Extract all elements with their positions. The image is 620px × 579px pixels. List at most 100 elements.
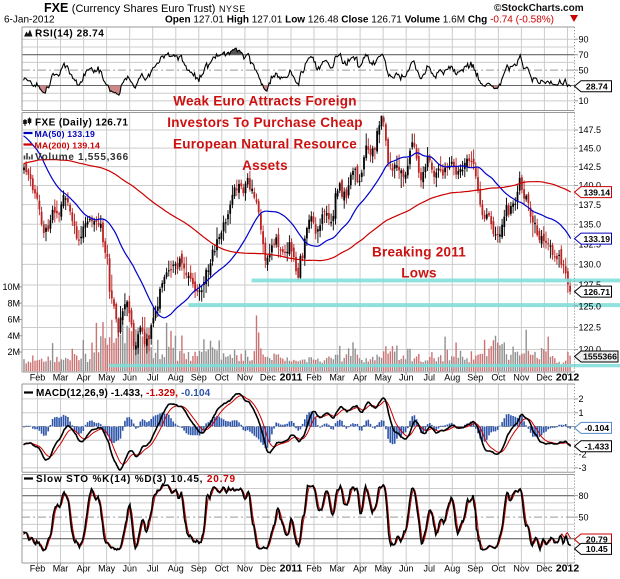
svg-text:Volume 1,555,366: Volume 1,555,366 — [35, 152, 129, 163]
svg-text:90: 90 — [579, 35, 589, 45]
svg-text:May: May — [375, 373, 393, 383]
svg-text:80: 80 — [579, 491, 589, 501]
svg-text:Oct: Oct — [215, 564, 230, 574]
svg-text:Apr: Apr — [353, 564, 367, 574]
svg-text:Breaking 2011: Breaking 2011 — [372, 245, 466, 260]
svg-text:Lows: Lows — [401, 266, 437, 281]
svg-text:Sep: Sep — [467, 564, 483, 574]
svg-text:Aug: Aug — [444, 564, 460, 574]
svg-text:50: 50 — [579, 65, 589, 75]
svg-text:Investors To Purchase Cheap: Investors To Purchase Cheap — [167, 115, 363, 130]
svg-text:Mar: Mar — [329, 564, 345, 574]
svg-text:135.0: 135.0 — [579, 219, 602, 229]
svg-text:6-Jan-2012: 6-Jan-2012 — [4, 15, 55, 26]
svg-text:-3: -3 — [579, 463, 587, 473]
svg-text:10.45: 10.45 — [586, 544, 608, 554]
svg-text:Jun: Jun — [399, 373, 414, 383]
svg-text:20.79: 20.79 — [586, 535, 608, 545]
svg-text:Feb: Feb — [30, 373, 46, 383]
svg-text:10M: 10M — [2, 282, 20, 292]
svg-text:Jun: Jun — [122, 564, 137, 574]
svg-text:-2: -2 — [579, 449, 587, 459]
svg-text:1555366: 1555366 — [583, 352, 617, 362]
svg-text:Sep: Sep — [191, 564, 207, 574]
svg-text:Aug: Aug — [444, 373, 460, 383]
svg-text:Dec: Dec — [536, 564, 553, 574]
svg-text:Apr: Apr — [77, 564, 91, 574]
svg-text:MACD(12,26,9) -1.433, -1.329,: MACD(12,26,9) -1.433, -1.329, -0.104 — [36, 388, 211, 399]
svg-text:6M: 6M — [7, 315, 20, 325]
svg-text:2011: 2011 — [280, 563, 303, 575]
svg-text:Mar: Mar — [53, 564, 69, 574]
svg-text:Slow STO %K(14) %D(3) 10.45, 2: Slow STO %K(14) %D(3) 10.45, 20.79 — [36, 474, 236, 485]
svg-text:1: 1 — [579, 408, 584, 418]
svg-text:122.5: 122.5 — [579, 323, 602, 333]
svg-text:8M: 8M — [7, 298, 20, 308]
svg-text:Apr: Apr — [77, 373, 91, 383]
svg-text:127.5: 127.5 — [579, 280, 602, 290]
svg-text:©StockCharts.com: ©StockCharts.com — [494, 3, 584, 14]
svg-text:FXE (Currency Shares Euro Trus: FXE (Currency Shares Euro Trust) NYSE — [44, 1, 246, 15]
svg-text:Dec: Dec — [260, 564, 277, 574]
svg-text:Open 127.01 High 127.01 Low 12: Open 127.01 High 127.01 Low 126.48 Close… — [165, 15, 554, 26]
svg-text:May: May — [375, 564, 393, 574]
svg-text:Feb: Feb — [306, 564, 322, 574]
svg-text:May: May — [98, 373, 116, 383]
svg-text:Oct: Oct — [491, 373, 506, 383]
svg-text:MA(200) 139.14: MA(200) 139.14 — [35, 140, 101, 150]
svg-text:130.0: 130.0 — [579, 260, 602, 270]
svg-text:142.5: 142.5 — [579, 162, 602, 172]
svg-text:Mar: Mar — [53, 373, 69, 383]
svg-text:European Natural Resource: European Natural Resource — [173, 137, 357, 152]
svg-text:-1.433: -1.433 — [584, 442, 609, 452]
svg-text:2M: 2M — [7, 347, 20, 357]
svg-text:4M: 4M — [7, 331, 20, 341]
svg-text:Nov: Nov — [513, 564, 530, 574]
svg-text:Apr: Apr — [353, 373, 367, 383]
svg-text:MA(50) 133.19: MA(50) 133.19 — [35, 129, 96, 139]
svg-text:2012: 2012 — [556, 563, 580, 575]
svg-text:Jul: Jul — [147, 373, 159, 383]
svg-text:Jun: Jun — [122, 373, 137, 383]
svg-text:133.19: 133.19 — [584, 234, 611, 244]
svg-text:50: 50 — [579, 512, 589, 522]
svg-text:145.0: 145.0 — [579, 143, 602, 153]
svg-text:Dec: Dec — [260, 373, 277, 383]
svg-text:Dec: Dec — [536, 373, 553, 383]
svg-text:RSI(14) 28.74: RSI(14) 28.74 — [35, 29, 104, 40]
svg-text:2: 2 — [579, 394, 584, 404]
svg-text:Jul: Jul — [423, 564, 435, 574]
svg-text:125.0: 125.0 — [579, 301, 602, 311]
svg-text:Feb: Feb — [306, 373, 322, 383]
svg-text:126.71: 126.71 — [584, 287, 611, 297]
svg-text:Aug: Aug — [168, 373, 184, 383]
svg-text:Nov: Nov — [237, 373, 254, 383]
svg-text:2012: 2012 — [556, 372, 580, 384]
svg-text:2011: 2011 — [280, 372, 303, 384]
svg-text:147.5: 147.5 — [579, 125, 602, 135]
svg-text:Sep: Sep — [467, 373, 483, 383]
svg-text:Weak Euro Attracts Foreign: Weak Euro Attracts Foreign — [173, 94, 357, 109]
svg-text:FXE (Daily) 126.71: FXE (Daily) 126.71 — [35, 117, 128, 128]
svg-text:Oct: Oct — [215, 373, 230, 383]
svg-text:137.5: 137.5 — [579, 200, 602, 210]
svg-text:Nov: Nov — [237, 564, 254, 574]
svg-text:Jul: Jul — [147, 564, 159, 574]
svg-text:Nov: Nov — [513, 373, 530, 383]
svg-text:Jun: Jun — [399, 564, 414, 574]
svg-text:Mar: Mar — [329, 373, 345, 383]
svg-text:May: May — [98, 564, 116, 574]
svg-text:140.0: 140.0 — [579, 181, 602, 191]
svg-text:120.0: 120.0 — [579, 345, 602, 355]
svg-text:10: 10 — [579, 96, 589, 106]
svg-text:139.14: 139.14 — [584, 187, 611, 197]
svg-text:Feb: Feb — [30, 564, 46, 574]
svg-text:Assets: Assets — [242, 158, 288, 173]
svg-text:Aug: Aug — [168, 564, 184, 574]
svg-text:Jul: Jul — [423, 373, 435, 383]
svg-text:28.74: 28.74 — [586, 81, 608, 91]
svg-text:70: 70 — [579, 50, 589, 60]
svg-text:-0.104: -0.104 — [584, 423, 609, 433]
svg-text:Sep: Sep — [191, 373, 207, 383]
svg-text:Oct: Oct — [491, 564, 506, 574]
